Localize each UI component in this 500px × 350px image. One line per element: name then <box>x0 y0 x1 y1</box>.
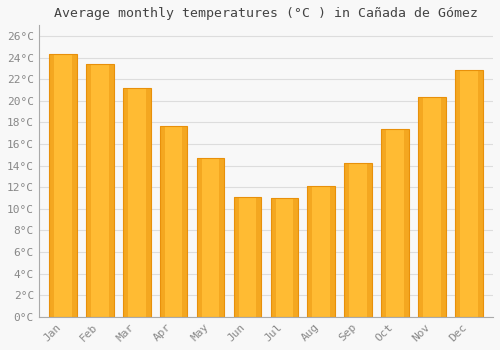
Bar <box>86 64 114 317</box>
Bar <box>196 158 202 317</box>
Bar <box>308 186 335 317</box>
Bar <box>160 126 164 317</box>
Bar <box>308 186 312 317</box>
Bar <box>234 197 262 317</box>
Bar <box>256 197 262 317</box>
Bar <box>108 64 114 317</box>
Bar <box>123 88 150 317</box>
Bar <box>196 158 224 317</box>
Bar <box>294 198 298 317</box>
Bar <box>49 55 54 317</box>
Bar <box>455 70 460 317</box>
Bar <box>160 126 188 317</box>
Bar <box>146 88 150 317</box>
Bar <box>441 97 446 317</box>
Bar <box>234 197 238 317</box>
Bar <box>344 163 350 317</box>
Bar <box>182 126 188 317</box>
Bar <box>418 97 424 317</box>
Bar <box>270 198 298 317</box>
Bar <box>455 70 483 317</box>
Bar <box>220 158 224 317</box>
Bar <box>72 55 76 317</box>
Title: Average monthly temperatures (°C ) in Cañada de Gómez: Average monthly temperatures (°C ) in Ca… <box>54 7 478 20</box>
Bar <box>382 129 386 317</box>
Bar <box>418 97 446 317</box>
Bar <box>478 70 483 317</box>
Bar <box>404 129 409 317</box>
Bar <box>86 64 91 317</box>
Bar <box>344 163 372 317</box>
Bar <box>330 186 335 317</box>
Bar <box>270 198 276 317</box>
Bar <box>49 55 76 317</box>
Bar <box>123 88 128 317</box>
Bar <box>382 129 409 317</box>
Bar <box>367 163 372 317</box>
